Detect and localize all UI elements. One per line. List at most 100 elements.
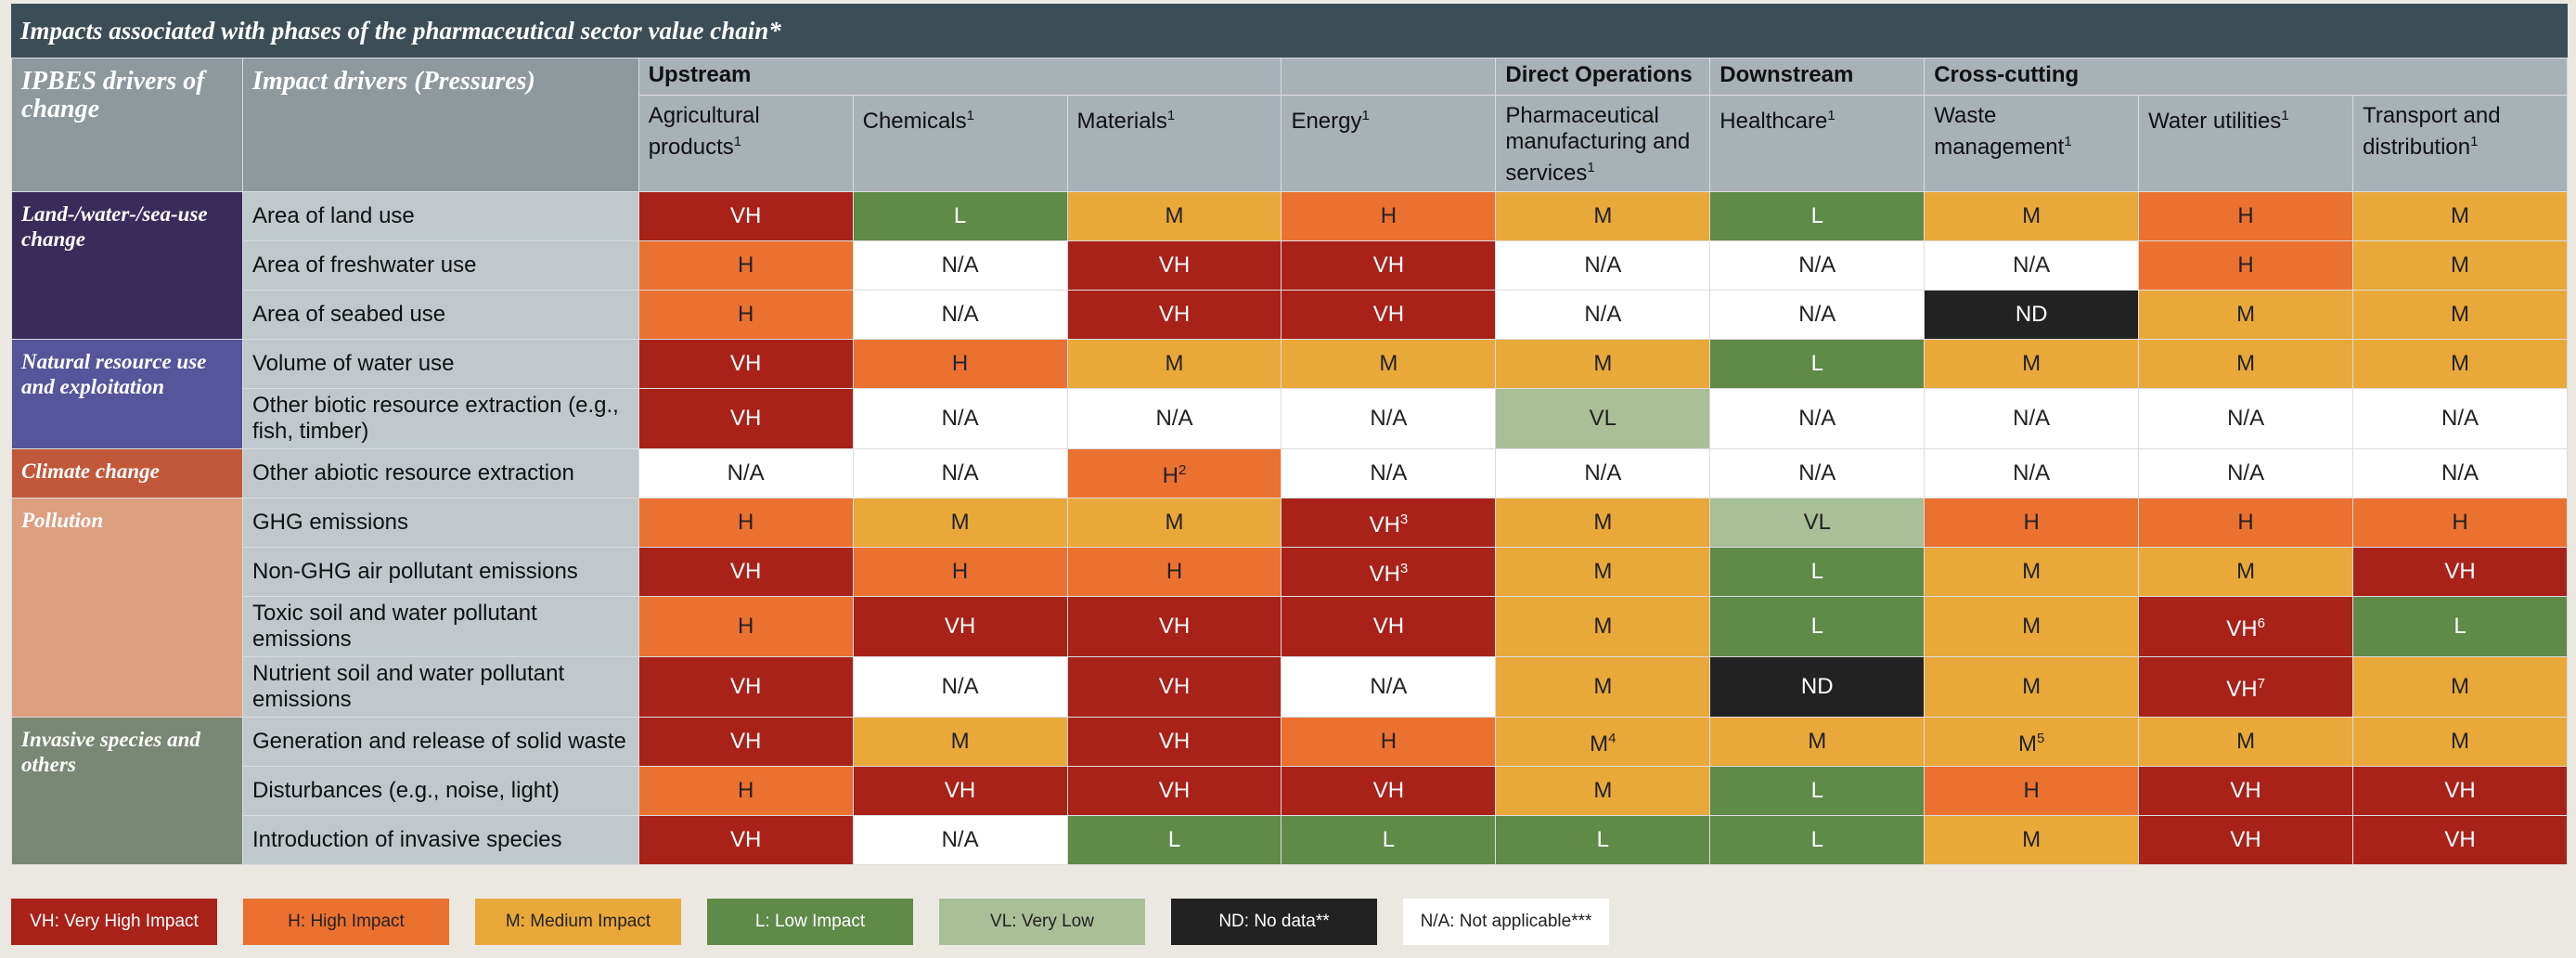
superscript: 1 — [2064, 134, 2072, 149]
header-row: Agricultural products1 Chemicals1 Material… — [12, 95, 2568, 192]
impact-cell: VH — [852, 766, 1068, 816]
impact-value: N/A — [2013, 406, 2051, 431]
legend-item: M: Medium Impact — [475, 899, 681, 945]
impact-value: M — [2451, 203, 2470, 228]
impact-value: H — [951, 351, 969, 376]
impact-value: N/A — [941, 406, 979, 431]
impact-value: VH — [1372, 778, 1405, 803]
impact-cell: L — [1709, 596, 1926, 657]
impact-value: M — [2022, 614, 2041, 639]
impact-cell: M — [1066, 339, 1282, 389]
impact-cell: VH3 — [1281, 547, 1497, 597]
impact-value: N/A — [2227, 406, 2265, 431]
impact-value: VL — [1589, 406, 1617, 431]
impact-value: N/A — [1584, 302, 1622, 327]
impact-value: L — [1810, 203, 1823, 228]
impact-cell: VH — [638, 815, 854, 865]
impact-cell: VH — [2138, 766, 2354, 816]
impact-value: N/A — [1584, 252, 1622, 278]
impact-cell: L — [1709, 191, 1926, 241]
impact-cell: VH — [1281, 290, 1497, 340]
column-header: Pharmaceutical manufacturing and service… — [1495, 95, 1711, 192]
impact-value: VH — [2226, 677, 2258, 702]
impact-value: N/A — [2227, 460, 2265, 485]
impact-value: VH — [1158, 252, 1191, 278]
impact-value: N/A — [2441, 406, 2479, 431]
impact-cell: VH — [638, 388, 854, 449]
impact-value: H — [737, 510, 754, 535]
superscript: 6 — [2257, 615, 2265, 631]
impact-cell: N/A — [852, 815, 1068, 865]
impact-value: N/A — [941, 302, 979, 327]
impact-cell: VH6 — [2138, 596, 2354, 657]
impact-value: M — [1593, 674, 1613, 699]
impact-cell: M — [852, 498, 1068, 548]
pressure-label: Non-GHG air pollutant emissions — [241, 547, 639, 597]
impact-value: M — [2451, 351, 2470, 376]
superscript: 5 — [2037, 731, 2045, 746]
impact-value: N/A — [941, 460, 979, 485]
impact-value: VH — [729, 674, 762, 699]
impact-cell: VH — [2138, 815, 2354, 865]
impact-cell: VH — [638, 717, 854, 767]
column-label: Transport and distribution — [2363, 103, 2501, 160]
impact-value: M — [1165, 351, 1184, 376]
impact-value: M — [1808, 729, 1827, 754]
impact-cell: M — [852, 717, 1068, 767]
data-row: Pollution GHG emissions H M M VH3 M VL H H H — [11, 498, 2568, 718]
group-header — [1281, 58, 1497, 96]
impact-cell: VH — [638, 547, 854, 597]
impact-value: L — [953, 203, 967, 228]
impact-cell: N/A — [1281, 388, 1497, 449]
impact-value: VH — [2444, 559, 2476, 584]
column-header: Water utilities1 — [2138, 95, 2354, 192]
column-label: Healthcare — [1719, 109, 1828, 134]
impact-value: N/A — [2013, 252, 2051, 278]
impact-cell: VH — [1066, 290, 1282, 340]
impact-value: H — [2237, 203, 2254, 228]
impact-value: ND — [2015, 302, 2048, 327]
legend-item: N/A: Not applicable*** — [1403, 899, 1609, 945]
impact-value: L — [1810, 778, 1823, 803]
impact-cell: VH — [2352, 547, 2568, 597]
impact-cell: N/A — [1709, 290, 1926, 340]
pressure-label: Generation and release of solid waste — [241, 717, 639, 767]
impact-cell: H — [2138, 498, 2354, 548]
superscript: 7 — [2257, 676, 2265, 692]
impact-cell: VL — [1709, 498, 1926, 548]
superscript: 1 — [966, 108, 974, 123]
impact-cell: N/A — [1709, 448, 1926, 498]
impact-value: M — [2236, 351, 2256, 376]
pressure-label: Area of seabed use — [241, 290, 639, 340]
impact-value: VH — [729, 729, 762, 754]
impact-cell: M4 — [1495, 717, 1711, 767]
impact-value: M — [2451, 252, 2470, 278]
impact-cell: VH — [1066, 766, 1282, 816]
impact-cell: H — [1281, 191, 1497, 241]
impact-cell: M — [1495, 547, 1711, 597]
impact-value: H — [2023, 778, 2040, 803]
driver-label: Invasive species and others — [11, 717, 243, 865]
impact-value: VH — [1372, 252, 1405, 278]
impact-value: VH — [1369, 562, 1400, 587]
impact-value: L — [1810, 827, 1823, 852]
pressures-header: Impact drivers (Pressures) — [241, 58, 639, 192]
impact-value: M — [2022, 351, 2041, 376]
impact-cell: M5 — [1924, 717, 2140, 767]
impact-cell: N/A — [1495, 448, 1711, 498]
impact-value: H — [2452, 510, 2468, 535]
impact-cell: N/A — [852, 240, 1068, 291]
legend-item: L: Low Impact — [707, 899, 913, 945]
impact-value: M — [1593, 778, 1613, 803]
impact-cell: H — [1924, 766, 2140, 816]
impact-cell: H — [2138, 191, 2354, 241]
impact-value: M — [1379, 351, 1398, 376]
impact-cell: H — [2352, 498, 2568, 548]
column-label: Materials — [1076, 109, 1167, 134]
impact-cell: M — [2352, 656, 2568, 718]
impact-cell: M — [1924, 547, 2140, 597]
impact-cell: VH3 — [1281, 498, 1497, 548]
impact-cell: N/A — [1495, 290, 1711, 340]
legend-item: VL: Very Low — [939, 899, 1145, 945]
column-header: Agricultural products1 — [638, 95, 854, 192]
